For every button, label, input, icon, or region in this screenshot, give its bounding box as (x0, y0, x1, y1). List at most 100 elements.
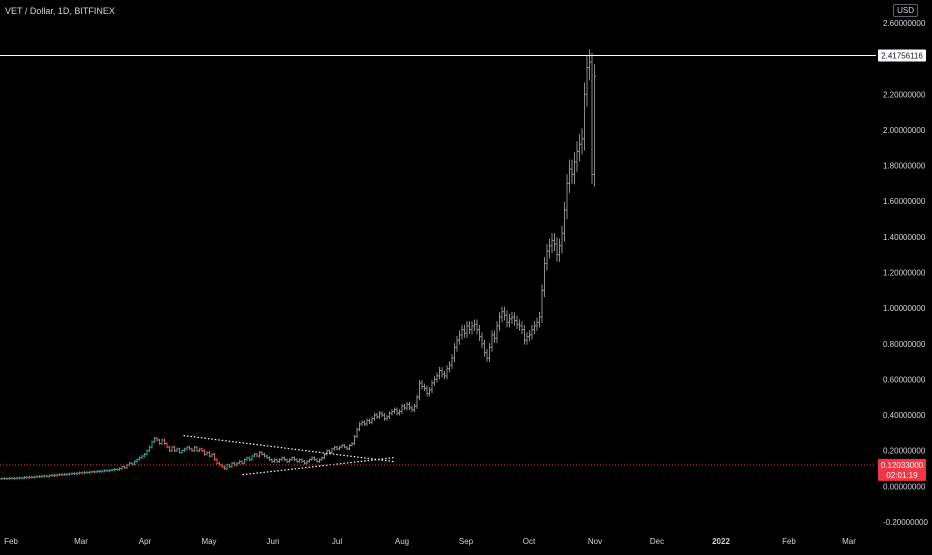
ohlc-bar (463, 324, 466, 338)
ohlc-bar (363, 420, 366, 426)
ohlc-bar (333, 445, 336, 451)
ohlc-bar (155, 436, 159, 442)
ohlc-bar (180, 449, 184, 454)
trendline[interactable] (242, 456, 396, 476)
ohlc-bar (238, 460, 241, 465)
ohlc-bar (290, 456, 294, 461)
high-line-label: 2.41756116 (881, 52, 923, 61)
ohlc-bar (368, 418, 371, 425)
ohlc-bar (485, 348, 489, 362)
ohlc-bar (478, 325, 481, 342)
ohlc-bar (500, 306, 504, 323)
ohlc-bar (393, 407, 396, 414)
ohlc-bar (295, 458, 299, 463)
x-tick-label: Mar (74, 537, 88, 546)
ohlc-bar (240, 460, 244, 465)
ohlc-bar (460, 324, 464, 340)
y-tick-label: 2.20000000 (883, 90, 926, 99)
ohlc-bar (335, 445, 339, 451)
interval-label: 1D (57, 6, 70, 16)
ohlc-bar (228, 463, 231, 469)
ohlc-bar (255, 452, 259, 458)
x-tick-label: Dec (650, 537, 664, 546)
ohlc-bar (465, 321, 469, 338)
exchange-label: BITFINEX (74, 6, 115, 16)
ohlc-bar (560, 225, 564, 254)
price-lines (0, 55, 876, 466)
ohlc-bar (443, 370, 446, 380)
ohlc-bar (505, 310, 509, 328)
ohlc-bar (318, 458, 321, 463)
ohlc-bar (568, 159, 571, 193)
symbol-name: VET / Dollar (5, 6, 53, 16)
ohlc-bar (345, 445, 349, 451)
ohlc-bar (340, 444, 344, 449)
ohlc-bar (273, 458, 276, 463)
ohlc-bar (233, 461, 236, 467)
ohlc-bar (588, 49, 591, 81)
ohlc-bar (338, 445, 341, 451)
ohlc-bar (220, 463, 224, 469)
ohlc-bar (143, 452, 146, 458)
ohlc-bar (188, 445, 191, 451)
ohlc-bar (473, 319, 476, 331)
ohlc-bar (425, 385, 429, 397)
trendline[interactable] (183, 434, 396, 463)
y-tick-label: 0.20000000 (883, 447, 926, 456)
trendline-annotations[interactable] (183, 434, 396, 476)
ohlc-bar (453, 343, 456, 363)
ohlc-bar (448, 361, 451, 373)
ohlc-bar (190, 447, 194, 452)
ohlc-bar (435, 372, 439, 383)
ohlc-bar (430, 379, 434, 394)
ohlc-bar (235, 461, 239, 467)
ohlc-bar (510, 311, 514, 324)
ohlc-bar (120, 465, 124, 470)
ohlc-bar (590, 52, 594, 184)
y-tick-label: 1.20000000 (883, 269, 926, 278)
ohlc-bar (388, 411, 391, 420)
ohlc-bar (205, 451, 209, 456)
ohlc-bar (270, 458, 274, 463)
ohlc-bar (275, 458, 279, 463)
ohlc-bar (390, 409, 394, 416)
ohlc-bar (310, 456, 314, 461)
ohlc-bar (140, 454, 144, 460)
ohlc-bar (298, 458, 301, 463)
ohlc-bar (283, 456, 286, 461)
price-axis[interactable]: 2.60000000 2.20000000 2.00000000 1.80000000… (883, 19, 928, 527)
last-price-marker (878, 458, 926, 481)
ohlc-bar (245, 456, 249, 461)
ohlc-bar (263, 452, 266, 458)
x-tick-label: Feb (4, 537, 18, 546)
time-axis[interactable]: Feb Mar Apr May Jun Jul Aug Sep Oct Nov Dec 2022 Feb… (4, 537, 856, 546)
ohlc-bar (433, 376, 436, 387)
x-tick-label: Jul (332, 537, 342, 546)
ohlc-bar (575, 141, 579, 173)
countdown-label: 02:01:19 (886, 471, 918, 480)
x-tick-label: Mar (842, 537, 856, 546)
ohlc-bar (428, 387, 431, 397)
ohlc-bar (293, 456, 296, 461)
ohlc-bar (438, 367, 441, 380)
ohlc-bar (585, 54, 589, 107)
currency-button[interactable]: USD (893, 4, 918, 17)
ohlc-bar (578, 133, 581, 162)
y-tick-label: 0.40000000 (883, 411, 926, 420)
ohlc-bar (278, 458, 281, 463)
x-tick-label: Feb (782, 537, 796, 546)
price-bars (0, 49, 596, 481)
high-line-marker (878, 49, 926, 62)
ohlc-bar (408, 402, 411, 411)
ohlc-bar (583, 82, 586, 151)
ohlc-bar (385, 414, 389, 421)
ohlc-bar (360, 420, 364, 426)
ohlc-bar (580, 128, 584, 155)
ohlc-bar (515, 315, 519, 330)
y-tick-label: 2.00000000 (883, 126, 926, 135)
ohlc-bar (563, 201, 566, 242)
symbol-legend: VET / Dollar, 1D, BITFINEX (5, 6, 115, 16)
